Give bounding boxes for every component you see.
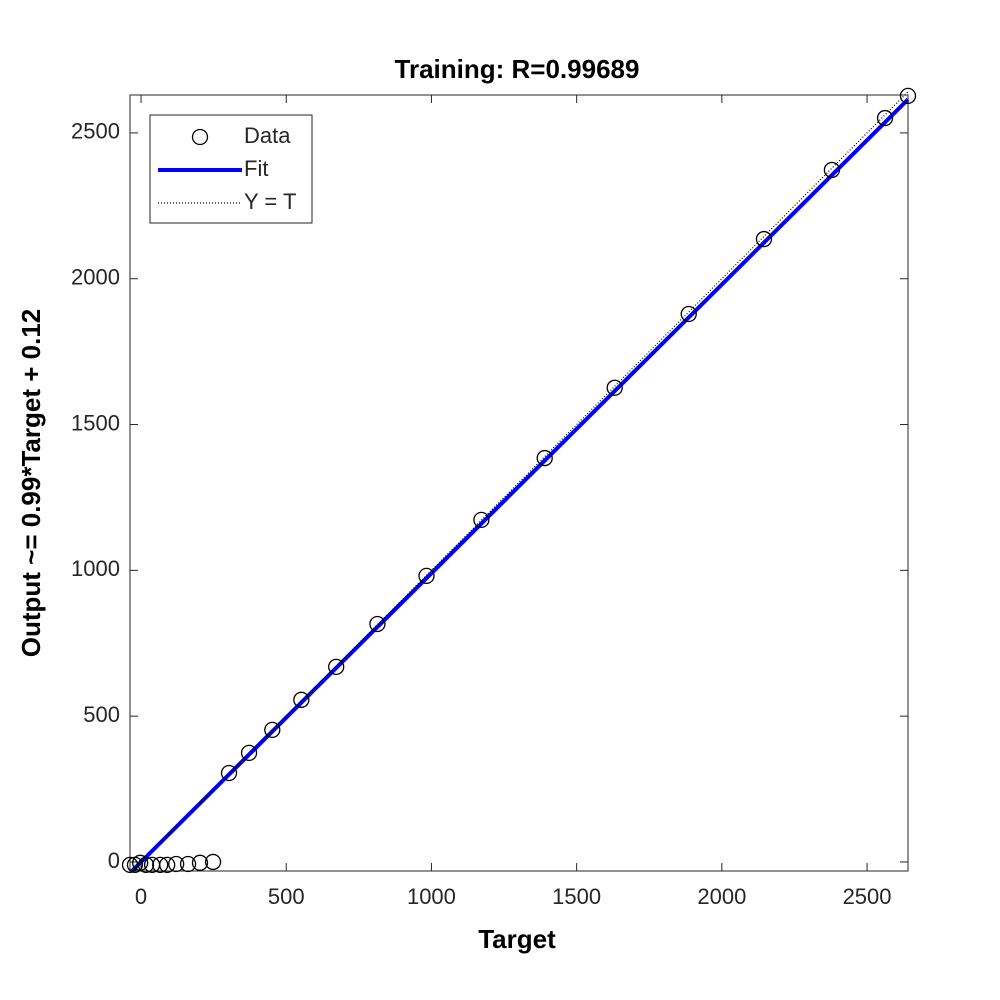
data-point — [680, 305, 697, 323]
data-point — [240, 744, 258, 762]
y-tick-label: 2500 — [71, 119, 120, 144]
data-point — [473, 511, 490, 529]
data-point — [121, 856, 139, 874]
legend-label: Fit — [244, 156, 268, 181]
data-point — [220, 764, 238, 782]
y-tick-label: 0 — [108, 848, 120, 873]
data-point — [536, 449, 553, 467]
y-tick-label: 1000 — [71, 556, 120, 581]
data-point — [293, 691, 310, 708]
legend-label: Data — [244, 123, 291, 148]
legend-label: Y = T — [244, 189, 296, 214]
data-point — [418, 567, 435, 585]
data-point — [755, 230, 773, 248]
legend-marker — [191, 128, 209, 146]
y-tick-label: 2000 — [71, 265, 120, 290]
data-point — [328, 658, 345, 676]
identity-line — [131, 91, 909, 871]
x-tick-label: 0 — [135, 884, 147, 909]
x-tick-label: 2000 — [697, 884, 746, 909]
data-point — [191, 854, 209, 871]
data-point — [876, 109, 894, 127]
data-point — [204, 853, 222, 871]
y-tick-label: 500 — [83, 702, 120, 727]
y-tick-label: 1500 — [71, 410, 120, 435]
data-point — [159, 856, 176, 874]
data-point — [152, 856, 169, 874]
x-axis-label: Target — [478, 924, 556, 954]
data-point — [168, 855, 185, 873]
data-point — [137, 856, 155, 874]
x-tick-label: 1500 — [552, 884, 601, 909]
x-tick-label: 2500 — [843, 884, 892, 909]
x-tick-label: 1000 — [407, 884, 456, 909]
data-point — [823, 161, 841, 179]
data-point — [606, 379, 623, 396]
y-axis-label: Output ~= 0.99*Target + 0.12 — [16, 309, 46, 658]
data-point — [899, 87, 917, 105]
data-point — [264, 721, 281, 739]
x-tick-label: 500 — [268, 884, 305, 909]
chart-title: Training: R=0.99689 — [395, 54, 640, 84]
data-point — [179, 855, 197, 873]
data-point — [369, 615, 386, 633]
fit-line — [130, 98, 910, 871]
